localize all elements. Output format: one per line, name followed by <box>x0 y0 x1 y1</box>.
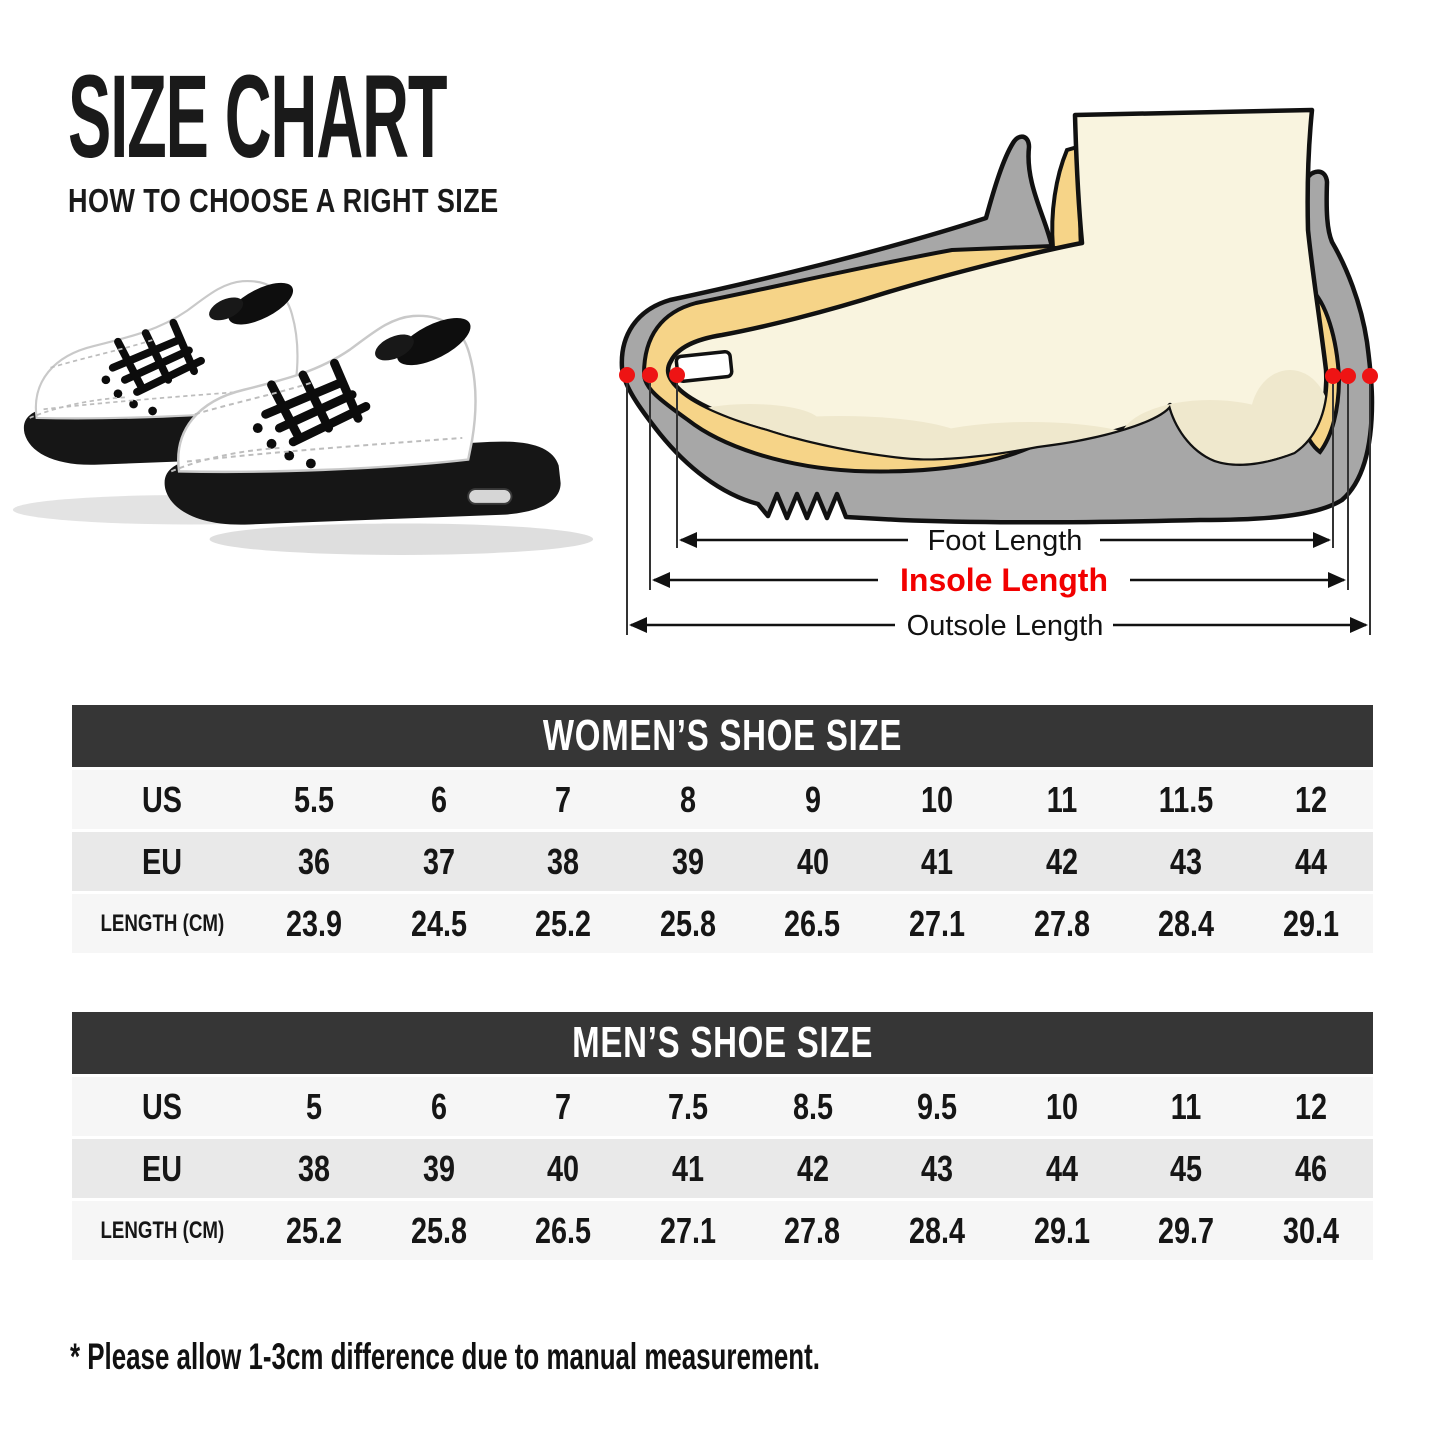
size-value: 8.5 <box>792 1085 833 1127</box>
womens-size-table: WOMEN’S SHOE SIZE US 5.5 6 7 8 9 10 11 11.5 12 EU 3… <box>72 705 1373 953</box>
size-value: 41 <box>921 840 954 882</box>
size-value: 27.1 <box>659 1209 716 1251</box>
size-value: 7 <box>555 1085 572 1127</box>
size-value: 28.4 <box>909 1209 966 1251</box>
size-value: 39 <box>671 840 704 882</box>
size-value: 46 <box>1294 1147 1327 1189</box>
foot-measurement-diagram: Foot Length Insole Length Outsole Length <box>619 107 1378 642</box>
size-value: 11 <box>1046 778 1077 820</box>
size-value: 27.8 <box>1033 902 1090 944</box>
size-value: 8 <box>679 778 696 820</box>
row-label: LENGTH (CM) <box>100 1216 224 1244</box>
size-value: 42 <box>796 1147 829 1189</box>
page-subtitle: HOW TO CHOOSE A RIGHT SIZE <box>68 182 499 219</box>
foot-and-leg <box>665 107 1329 466</box>
size-value: 45 <box>1170 1147 1203 1189</box>
row-label: US <box>141 778 182 820</box>
size-table-row-us: US 5.5 6 7 8 9 10 11 11.5 12 <box>72 767 1373 829</box>
insole-length-arrow <box>652 572 1346 588</box>
size-value: 7 <box>555 778 572 820</box>
size-value: 24.5 <box>410 902 467 944</box>
size-value: 28.4 <box>1158 902 1215 944</box>
size-value: 5 <box>306 1085 323 1127</box>
size-value: 10 <box>1045 1085 1078 1127</box>
womens-table-rows: US 5.5 6 7 8 9 10 11 11.5 12 EU 36 37 38 39 40 41 42 43 44 L… <box>72 767 1373 953</box>
size-value: 40 <box>796 840 829 882</box>
size-value: 25.8 <box>659 902 716 944</box>
row-label: EU <box>141 1147 182 1189</box>
size-value: 38 <box>547 840 580 882</box>
size-table-row-length-cm: LENGTH (CM) 25.2 25.8 26.5 27.1 27.8 28.4 29.1 2… <box>72 1198 1373 1260</box>
size-value: 39 <box>422 1147 455 1189</box>
size-value: 5.5 <box>294 778 335 820</box>
product-photo-sneakers <box>12 242 594 555</box>
size-value: 26.5 <box>535 1209 592 1251</box>
size-value: 12 <box>1294 778 1327 820</box>
size-value: 10 <box>921 778 954 820</box>
foot-length-label: Foot Length <box>928 525 1083 557</box>
size-value: 25.2 <box>535 902 592 944</box>
row-label: US <box>141 1085 182 1127</box>
size-table-row-us: US 5 6 7 7.5 8.5 9.5 10 11 12 <box>72 1074 1373 1136</box>
size-value: 36 <box>298 840 331 882</box>
size-value: 42 <box>1045 840 1078 882</box>
size-value: 7.5 <box>667 1085 708 1127</box>
size-value: 44 <box>1045 1147 1078 1189</box>
mens-table-header: MEN’S SHOE SIZE <box>72 1012 1373 1074</box>
footnote: * Please allow 1-3cm difference due to m… <box>70 1336 820 1377</box>
measurement-point-dots <box>619 367 1378 384</box>
measurement-guide-lines <box>626 383 1371 635</box>
size-value: 40 <box>547 1147 580 1189</box>
foot-length-arrow <box>679 532 1331 548</box>
size-value: 37 <box>422 840 455 882</box>
size-value: 27.8 <box>784 1209 841 1251</box>
size-value: 12 <box>1294 1085 1327 1127</box>
size-value: 9 <box>804 778 821 820</box>
shoe-shadow <box>209 523 594 555</box>
size-value: 29.7 <box>1158 1209 1215 1251</box>
mens-size-table: MEN’S SHOE SIZE US 5 6 7 7.5 8.5 9.5 10 11 12 EU 38… <box>72 1012 1373 1260</box>
size-value: 25.2 <box>286 1209 343 1251</box>
header: SIZE CHART HOW TO CHOOSE A RIGHT SIZE <box>68 58 756 220</box>
size-table-row-eu: EU 38 39 40 41 42 43 44 45 46 <box>72 1136 1373 1198</box>
outsole-length-label: Outsole Length <box>907 610 1104 642</box>
row-label: LENGTH (CM) <box>100 909 224 937</box>
mens-table-rows: US 5 6 7 7.5 8.5 9.5 10 11 12 EU 38 39 40 41 42 43 44 45 46… <box>72 1074 1373 1260</box>
size-value: 26.5 <box>784 902 841 944</box>
size-value: 23.9 <box>286 902 343 944</box>
size-value: 27.1 <box>909 902 966 944</box>
size-table-row-eu: EU 36 37 38 39 40 41 42 43 44 <box>72 829 1373 891</box>
size-value: 6 <box>430 778 447 820</box>
size-value: 43 <box>921 1147 954 1189</box>
size-value: 44 <box>1294 840 1327 882</box>
size-value: 41 <box>671 1147 704 1189</box>
womens-table-header: WOMEN’S SHOE SIZE <box>72 705 1373 767</box>
size-value: 29.1 <box>1033 1209 1090 1251</box>
size-value: 43 <box>1170 840 1203 882</box>
size-value: 29.1 <box>1282 902 1339 944</box>
row-label: EU <box>141 840 182 882</box>
size-value: 30.4 <box>1282 1209 1339 1251</box>
insole-length-label: Insole Length <box>900 562 1108 598</box>
size-value: 25.8 <box>410 1209 467 1251</box>
size-table-row-length-cm: LENGTH (CM) 23.9 24.5 25.2 25.8 26.5 27.1 27.8 2… <box>72 891 1373 953</box>
size-value: 11 <box>1170 1085 1202 1127</box>
size-value: 9.5 <box>917 1085 958 1127</box>
outsole-length-arrow <box>629 617 1368 633</box>
size-value: 11.5 <box>1158 778 1214 820</box>
page-title: SIZE CHART <box>68 51 447 183</box>
size-value: 38 <box>298 1147 331 1189</box>
size-value: 6 <box>430 1085 447 1127</box>
